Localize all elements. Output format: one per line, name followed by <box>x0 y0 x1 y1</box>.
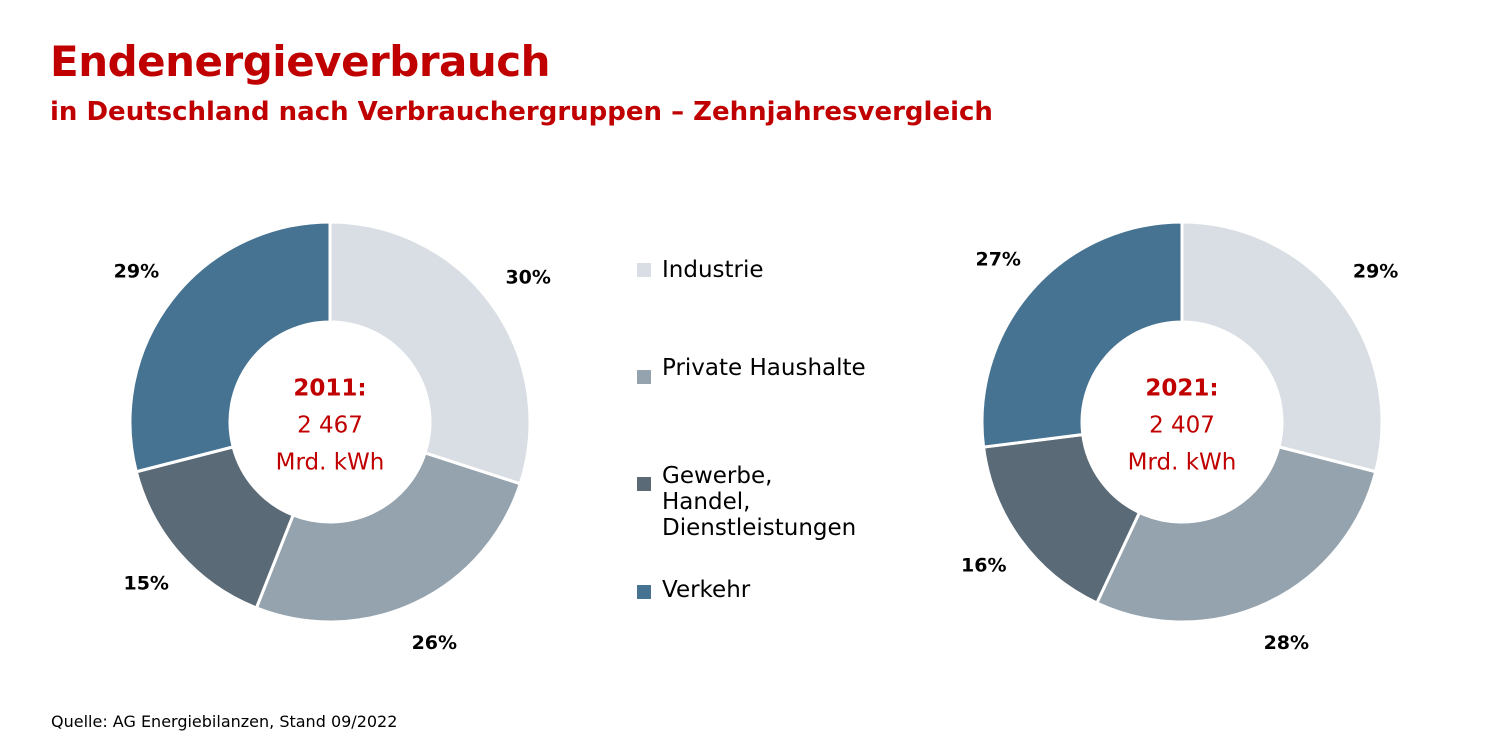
slice-label-2011-gewerbe: 15% <box>123 573 168 595</box>
slice-label-2011-verkehr: 29% <box>114 260 159 282</box>
slice-label-2011-private-haushalte: 26% <box>412 632 457 654</box>
center-value-2021: 2 407 <box>1149 413 1215 439</box>
page-title: Endenergieverbrauch <box>50 37 551 86</box>
page-subtitle: in Deutschland nach Verbrauchergruppen –… <box>50 97 993 127</box>
slice-2021-gewerbe <box>981 432 1142 605</box>
legend-swatch-private-haushalte <box>637 370 651 384</box>
center-unit-2011: Mrd. kWh <box>276 450 385 476</box>
slice-2021-verkehr <box>980 220 1184 449</box>
slice-2011-verkehr <box>128 220 332 474</box>
legend-label-gewerbe: Gewerbe, Handel, Dienstleistungen <box>662 463 857 541</box>
donut-chart-2021: 29% 28% 16% 27% 2021: 2 407 Mrd. kWh <box>961 220 1398 654</box>
legend-swatch-gewerbe <box>637 477 651 491</box>
source-note: Quelle: AG Energiebilanzen, Stand 09/202… <box>51 712 398 731</box>
slice-2011-industrie <box>328 220 532 486</box>
legend-swatch-industrie <box>637 263 651 277</box>
center-unit-2021: Mrd. kWh <box>1128 450 1237 476</box>
center-year-2011: 2011: <box>293 376 366 402</box>
slice-label-2021-private-haushalte: 28% <box>1264 632 1309 654</box>
center-year-2021: 2021: <box>1145 376 1218 402</box>
donut-chart-2011: 30% 26% 15% 29% 2011: 2 467 Mrd. kWh <box>114 220 551 654</box>
slice-label-2021-gewerbe: 16% <box>961 555 1006 577</box>
slice-2021-private-haushalte <box>1094 445 1378 624</box>
slice-2011-private-haushalte <box>254 451 523 624</box>
slice-label-2021-industrie: 29% <box>1353 260 1398 282</box>
slice-label-2011-industrie: 30% <box>505 266 550 288</box>
legend-swatch-verkehr <box>637 585 651 599</box>
legend-label-industrie: Industrie <box>662 257 764 283</box>
slice-label-2021-verkehr: 27% <box>975 248 1020 270</box>
legend-label-private-haushalte: Private Haushalte <box>662 355 866 381</box>
legend-label-verkehr: Verkehr <box>662 577 751 603</box>
center-value-2011: 2 467 <box>297 413 363 439</box>
slice-2021-industrie <box>1180 220 1384 474</box>
